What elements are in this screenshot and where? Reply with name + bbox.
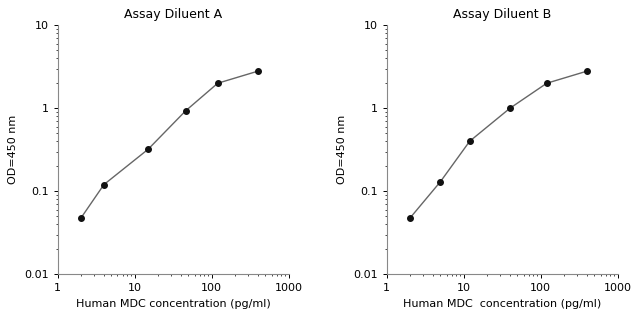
Y-axis label: OD=450 nm: OD=450 nm <box>337 115 348 184</box>
Y-axis label: OD=450 nm: OD=450 nm <box>8 115 19 184</box>
X-axis label: Human MDC  concentration (pg/ml): Human MDC concentration (pg/ml) <box>403 299 601 309</box>
X-axis label: Human MDC concentration (pg/ml): Human MDC concentration (pg/ml) <box>76 299 271 309</box>
Title: Assay Diluent A: Assay Diluent A <box>124 8 222 21</box>
Title: Assay Diluent B: Assay Diluent B <box>453 8 551 21</box>
